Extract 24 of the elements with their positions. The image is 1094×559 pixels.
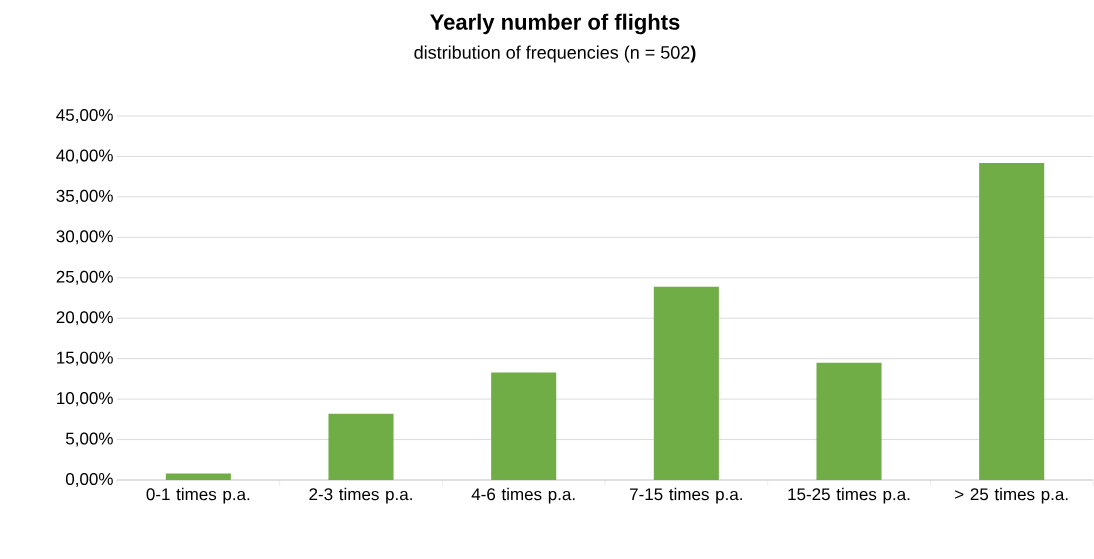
x-tick-label: 15-25 times p.a. bbox=[788, 487, 910, 504]
bar bbox=[328, 413, 394, 480]
y-tick-label: 10,00% bbox=[57, 392, 113, 407]
x-tick-label: 7-15 times p.a. bbox=[630, 487, 742, 504]
y-tick-label: 45,00% bbox=[56, 108, 113, 124]
y-tick-label: 15,00% bbox=[57, 351, 113, 366]
y-tick-label: 0,00% bbox=[65, 472, 113, 488]
bar bbox=[491, 372, 557, 480]
y-tick-label: 5,00% bbox=[65, 432, 113, 447]
x-tick-label: 2-3 times p.a. bbox=[309, 487, 412, 504]
y-tick-label: 20,00% bbox=[56, 311, 113, 326]
chart-title: Yearly number of flights bbox=[430, 13, 680, 35]
bar bbox=[165, 473, 231, 480]
bar bbox=[979, 162, 1045, 480]
y-tick-label: 30,00% bbox=[56, 230, 113, 245]
x-tick-label: 0-1 times p.a. bbox=[146, 487, 250, 504]
y-tick-label: 25,00% bbox=[56, 270, 113, 285]
bar bbox=[653, 286, 719, 480]
bar bbox=[816, 362, 882, 480]
x-tick-label: 4-6 times p.a. bbox=[471, 487, 575, 504]
x-tick-label: > 25 times p.a. bbox=[955, 487, 1068, 504]
y-tick-label: 40,00% bbox=[56, 149, 113, 164]
y-tick-label: 35,00% bbox=[56, 189, 113, 204]
chart-subtitle: distribution of frequencies (n = 502) bbox=[414, 45, 696, 63]
